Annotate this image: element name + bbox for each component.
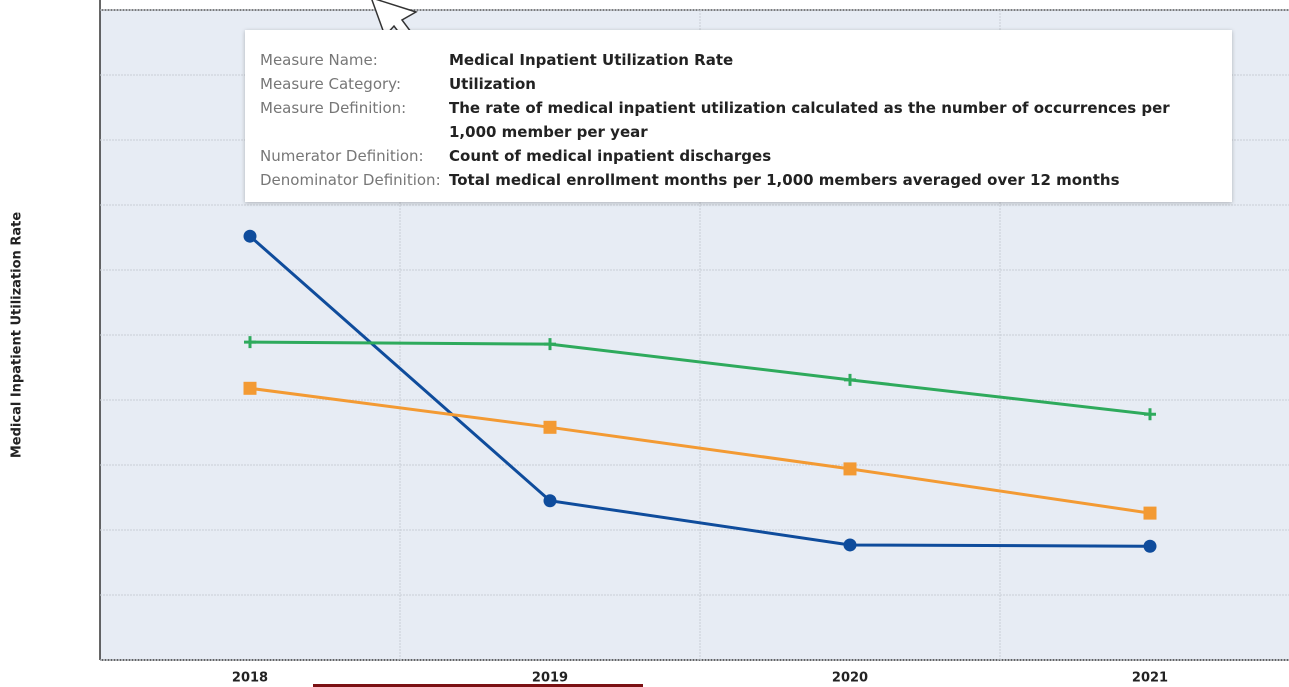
tooltip-label: Measure Category: xyxy=(260,75,401,93)
point xyxy=(243,381,257,395)
tooltip-row: Measure Definition: The rate of medical i… xyxy=(260,96,1218,144)
tooltip-label: Measure Name: xyxy=(260,51,378,69)
tooltip-row: Denominator Definition: Total medical enr… xyxy=(260,168,1218,192)
series-line xyxy=(249,235,1151,548)
point xyxy=(544,338,556,351)
tooltip-value: Count of medical inpatient discharges xyxy=(449,147,772,165)
tooltip-value: Medical Inpatient Utilization Rate xyxy=(449,51,734,69)
series-line xyxy=(249,386,1151,515)
tab-indicator xyxy=(313,684,643,687)
tooltip-label: Denominator Definition: xyxy=(260,171,441,189)
point xyxy=(543,420,557,434)
tooltip-row: Measure Category: Utilization xyxy=(260,72,1218,96)
tooltip-row: Measure Name: Medical Inpatient Utilizati… xyxy=(260,48,1218,72)
tooltip-value: Utilization xyxy=(449,75,536,93)
y-axis-title: Medical Inpatient Utilization Rate xyxy=(10,212,25,458)
tooltip-label: Measure Definition: xyxy=(260,99,407,117)
x-tick-label: 2018 xyxy=(232,671,268,686)
tooltip-value: Total medical enrollment months per 1,00… xyxy=(449,171,1120,189)
series-line xyxy=(249,340,1151,416)
point xyxy=(1144,408,1156,421)
point xyxy=(244,336,256,349)
tooltip-value: The rate of medical inpatient utilizatio… xyxy=(449,99,1170,141)
point xyxy=(843,462,857,476)
tooltip-label: Numerator Definition: xyxy=(260,147,424,165)
x-tick-label: 2021 xyxy=(1132,671,1168,686)
point xyxy=(1143,506,1157,520)
point xyxy=(843,538,857,552)
point xyxy=(243,229,257,243)
x-tick-label: 2020 xyxy=(832,671,868,686)
point xyxy=(1143,539,1157,553)
point xyxy=(844,373,856,386)
tooltip-row: Numerator Definition: Count of medical in… xyxy=(260,144,1218,168)
point xyxy=(543,494,557,508)
tooltip: Measure Name: Medical Inpatient Utilizati… xyxy=(245,30,1232,202)
x-tick-label: 2019 xyxy=(532,671,568,686)
